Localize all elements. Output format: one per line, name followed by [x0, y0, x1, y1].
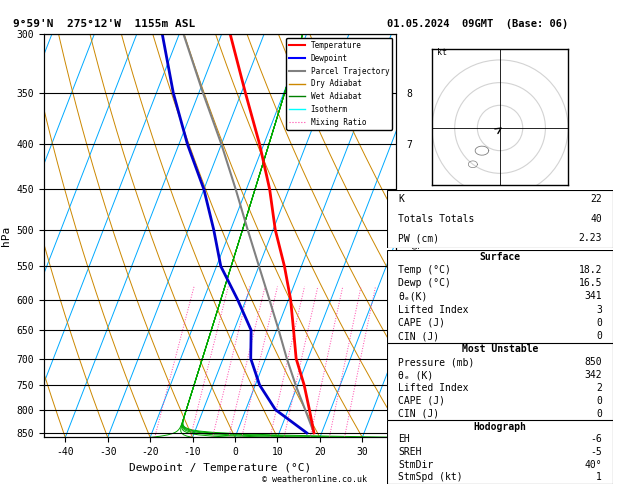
- Text: 0: 0: [596, 318, 602, 328]
- Text: StmDir: StmDir: [398, 460, 433, 469]
- Text: 850: 850: [584, 357, 602, 367]
- Text: Dewp (°C): Dewp (°C): [398, 278, 451, 288]
- Text: θₑ (K): θₑ (K): [398, 370, 433, 380]
- Text: 40: 40: [590, 214, 602, 224]
- Text: 0: 0: [596, 396, 602, 406]
- Text: kt: kt: [437, 49, 447, 57]
- FancyBboxPatch shape: [387, 190, 613, 248]
- Text: 3: 3: [596, 305, 602, 314]
- Text: Lifted Index: Lifted Index: [398, 383, 469, 393]
- Legend: Temperature, Dewpoint, Parcel Trajectory, Dry Adiabat, Wet Adiabat, Isotherm, Mi: Temperature, Dewpoint, Parcel Trajectory…: [286, 38, 392, 130]
- Text: Surface: Surface: [479, 252, 521, 262]
- Text: 2: 2: [596, 383, 602, 393]
- Text: StmSpd (kt): StmSpd (kt): [398, 472, 463, 482]
- Text: 2.23: 2.23: [579, 233, 602, 243]
- Text: θₑ(K): θₑ(K): [398, 292, 428, 301]
- Text: Temp (°C): Temp (°C): [398, 265, 451, 275]
- Text: © weatheronline.co.uk: © weatheronline.co.uk: [262, 474, 367, 484]
- FancyBboxPatch shape: [387, 343, 613, 420]
- Text: CAPE (J): CAPE (J): [398, 396, 445, 406]
- Text: 40°: 40°: [584, 460, 602, 469]
- Text: 01.05.2024  09GMT  (Base: 06): 01.05.2024 09GMT (Base: 06): [387, 19, 568, 30]
- Text: Lifted Index: Lifted Index: [398, 305, 469, 314]
- Text: Hodograph: Hodograph: [474, 422, 526, 432]
- Text: 18.2: 18.2: [579, 265, 602, 275]
- Text: 22: 22: [590, 194, 602, 204]
- FancyBboxPatch shape: [387, 250, 613, 343]
- Text: PW (cm): PW (cm): [398, 233, 439, 243]
- Text: -6: -6: [590, 434, 602, 444]
- Text: CIN (J): CIN (J): [398, 409, 439, 419]
- Text: Totals Totals: Totals Totals: [398, 214, 474, 224]
- Text: 0: 0: [596, 409, 602, 419]
- Text: CIN (J): CIN (J): [398, 331, 439, 341]
- Text: Most Unstable: Most Unstable: [462, 344, 538, 354]
- Text: EH: EH: [398, 434, 410, 444]
- Text: K: K: [398, 194, 404, 204]
- Y-axis label: hPa: hPa: [1, 226, 11, 246]
- Text: Mixing Ratio (g/kg): Mixing Ratio (g/kg): [411, 239, 420, 334]
- X-axis label: Dewpoint / Temperature (°C): Dewpoint / Temperature (°C): [129, 463, 311, 473]
- Text: LCL: LCL: [401, 429, 416, 437]
- Text: 342: 342: [584, 370, 602, 380]
- Text: 0: 0: [596, 331, 602, 341]
- Text: Pressure (mb): Pressure (mb): [398, 357, 474, 367]
- FancyBboxPatch shape: [387, 420, 613, 484]
- Text: 341: 341: [584, 292, 602, 301]
- Text: CAPE (J): CAPE (J): [398, 318, 445, 328]
- Text: 9°59'N  275°12'W  1155m ASL: 9°59'N 275°12'W 1155m ASL: [13, 19, 195, 30]
- Text: 16.5: 16.5: [579, 278, 602, 288]
- Text: SREH: SREH: [398, 447, 421, 457]
- Text: 1: 1: [596, 472, 602, 482]
- Text: -5: -5: [590, 447, 602, 457]
